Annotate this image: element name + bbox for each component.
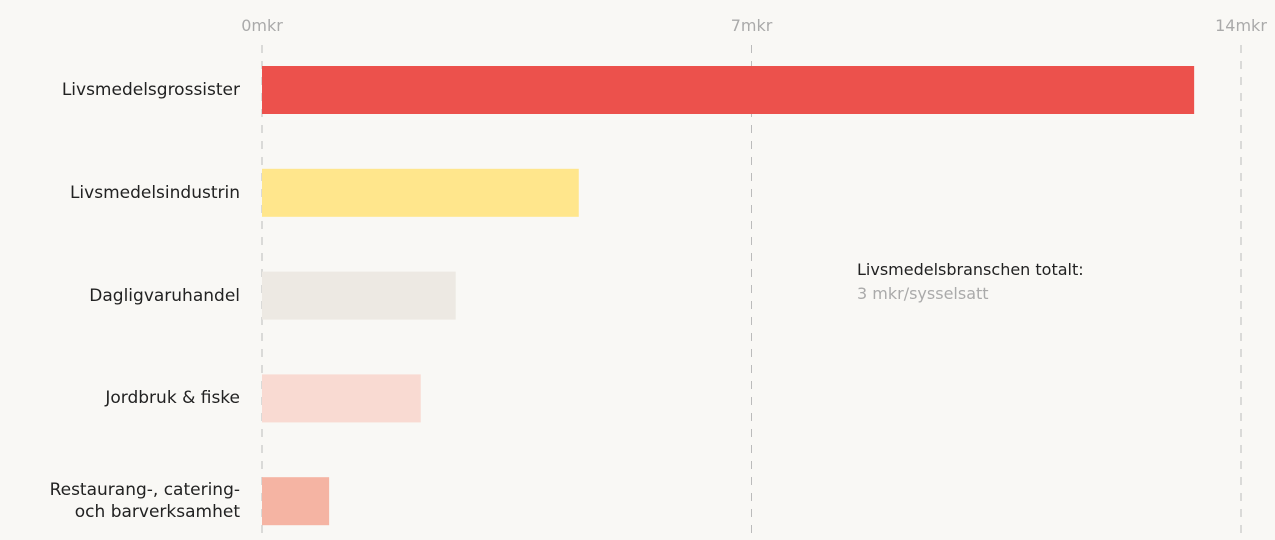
- y-tick-label: Livsmedelsgrossister: [61, 80, 240, 100]
- y-tick-label: Restaurang-, catering- och barverksamhet: [49, 480, 240, 523]
- x-tick-label: 7mkr: [730, 16, 773, 35]
- x-tick-label: 0mkr: [241, 16, 283, 35]
- y-tick-label: Livsmedelsindustrin: [69, 182, 240, 203]
- annotation-text: 3 mkr/sysselsatt: [857, 284, 989, 303]
- y-tick-label: Jordbruk & fiske: [105, 388, 240, 409]
- bar: [262, 374, 421, 423]
- y-tick-label: Dagligvaruhandel: [89, 285, 240, 306]
- bar: [262, 271, 456, 320]
- bar: [262, 168, 579, 217]
- annotation-label: Livsmedelsbranschen totalt:: [857, 260, 1084, 279]
- bar: [262, 66, 1195, 114]
- bar: [262, 477, 330, 526]
- x-tick-label: 14mkr: [1215, 16, 1267, 35]
